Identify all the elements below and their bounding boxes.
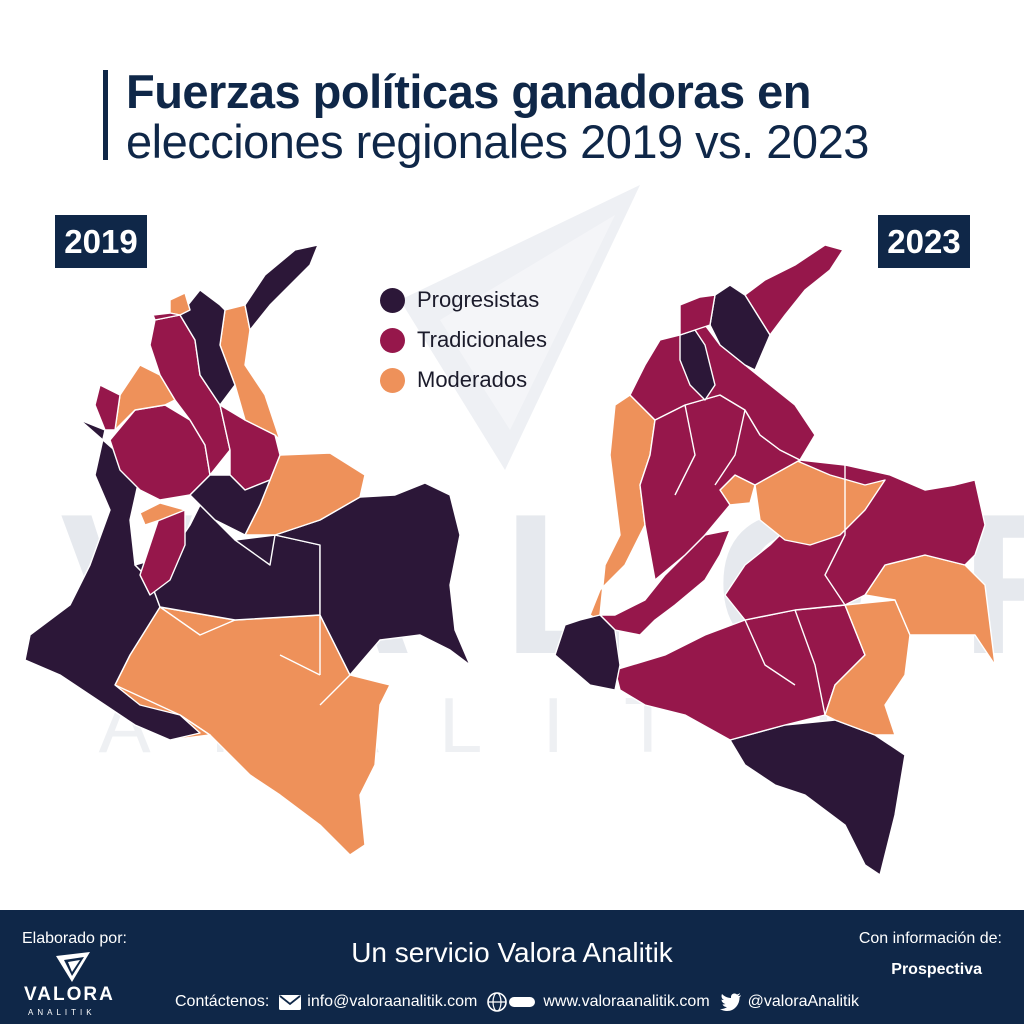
legend: Progresistas Tradicionales Moderados [380, 280, 547, 400]
region-tradicionales-atlantico [679, 294, 716, 336]
region-progresistas-magdalena [709, 284, 771, 371]
year-badge-2023: 2023 [878, 215, 970, 268]
info-source-label: Con información de: [858, 930, 1002, 947]
website-link[interactable]: www.valoraanalitik.com [487, 992, 710, 1012]
legend-label-tradicionales: Tradicionales [417, 327, 548, 352]
region-progresistas-amazonas [729, 719, 906, 876]
legend-swatch-tradicionales [380, 327, 405, 353]
globe-icon [487, 992, 537, 1012]
twitter-bird-icon [719, 993, 742, 1011]
legend-swatch-progresistas [380, 287, 405, 313]
valora-logo[interactable]: VALORA ANALITIK [24, 952, 124, 1018]
region-progresistas-boyaca [189, 474, 271, 536]
legend-item-moderados: Moderados [380, 360, 547, 400]
twitter-link[interactable]: @valoraAnalitik [719, 993, 860, 1011]
region-tradicionales-south [614, 604, 866, 741]
map-2019 [24, 244, 471, 856]
title-accent-bar [103, 70, 108, 160]
service-text: Un servicio Valora Analitik [351, 937, 673, 968]
region-tradicionales-east [724, 459, 986, 621]
region-moderados-center [139, 502, 186, 526]
region-progresistas-east [274, 482, 471, 676]
contact-bar: Contáctenos: info@valoraanalitik.com www… [175, 992, 869, 1012]
region-tradicionales-southwest [599, 529, 731, 636]
info-source-name: Prospectiva [891, 961, 982, 978]
region-moderados-casanare [754, 459, 886, 546]
made-by-label: Elaborado por: [22, 930, 127, 947]
email-link[interactable]: info@valoraanalitik.com [279, 993, 477, 1011]
page-title: Fuerzas políticas ganadoras en [126, 65, 812, 118]
region-progresistas-narino [554, 614, 621, 691]
year-badge-2019: 2019 [55, 215, 147, 268]
valora-logo-icon [56, 952, 90, 982]
region-tradicionales-guajira [744, 244, 844, 336]
contact-label: Contáctenos: [175, 993, 270, 1010]
region-progresistas-caribe [179, 289, 236, 406]
region-tradicionales-caribe [629, 324, 816, 461]
region-tradicionales-tolima [139, 509, 186, 596]
map-2023 [554, 244, 996, 876]
region-tradicionales-choco [94, 384, 121, 431]
region-progresistas-pacific [24, 419, 201, 741]
website-text: www.valoraanalitik.com [543, 993, 710, 1010]
logo-subword: ANALITIK [28, 1008, 96, 1017]
legend-item-tradicionales: Tradicionales [380, 320, 547, 360]
twitter-handle: @valoraAnalitik [747, 993, 860, 1010]
legend-label-moderados: Moderados [417, 367, 528, 392]
region-tradicionales-coast [152, 312, 181, 321]
region-progresistas-bolivar [679, 329, 716, 401]
page-subtitle: elecciones regionales 2019 vs. 2023 [126, 115, 869, 168]
region-progresistas-guajira [244, 244, 319, 331]
legend-swatch-moderados [380, 367, 405, 393]
footer: Elaborado por: VALORA ANALITIK Un servic… [0, 910, 1024, 1024]
envelope-icon [279, 994, 302, 1010]
legend-label-progresistas: Progresistas [417, 287, 540, 312]
region-moderados-uraba [114, 364, 176, 431]
email-text: info@valoraanalitik.com [307, 993, 478, 1010]
region-moderados-atlantico [169, 292, 191, 316]
legend-item-progresistas: Progresistas [380, 280, 547, 320]
logo-wordmark: VALORA [24, 984, 115, 1005]
